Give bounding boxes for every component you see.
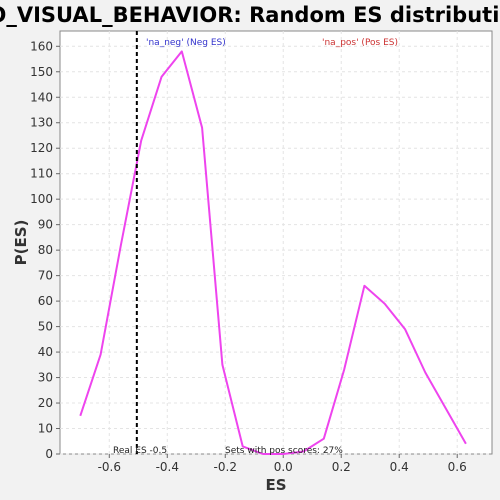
plot-area — [59, 30, 493, 455]
grid — [60, 31, 492, 455]
series-line — [79, 50, 467, 455]
axis-ticks: 0 10 20 30 40 50 60 70 80 90 100 110 120 130 140 150 160… — [30, 39, 467, 474]
chart-title: GO_VISUAL_BEHAVIOR: Random ES distributi… — [0, 3, 500, 27]
series-layer — [79, 50, 467, 455]
y-tick-label: 160 — [30, 39, 53, 53]
pos-es-annotation: 'na_pos' (Pos ES) — [322, 38, 398, 48]
sets-pos-scores-label: Sets with pos scores: 27% — [225, 446, 343, 456]
x-tick-label: -0.6 — [98, 460, 121, 474]
y-tick-label: 100 — [30, 192, 53, 206]
y-axis-label: P(ES) — [12, 220, 30, 266]
x-tick-label: 0.0 — [274, 460, 293, 474]
x-tick-label: 0.4 — [390, 460, 409, 474]
neg-es-annotation: 'na_neg' (Neg ES) — [146, 38, 226, 48]
y-tick-label: 40 — [38, 345, 53, 359]
y-tick-label: 140 — [30, 90, 53, 104]
x-tick-label: 0.6 — [448, 460, 467, 474]
y-tick-label: 130 — [30, 116, 53, 130]
real-es-label: Real ES -0.5 — [113, 446, 167, 456]
y-tick-label: 70 — [38, 269, 53, 283]
y-tick-label: 110 — [30, 167, 53, 181]
y-tick-label: 20 — [38, 396, 53, 410]
y-tick-label: 10 — [38, 422, 53, 436]
x-tick-label: 0.2 — [332, 460, 351, 474]
y-tick-label: 0 — [45, 447, 53, 461]
y-tick-label: 90 — [38, 218, 53, 232]
y-tick-label: 150 — [30, 65, 53, 79]
y-tick-label: 50 — [38, 320, 53, 334]
y-tick-label: 120 — [30, 141, 53, 155]
x-tick-label: -0.2 — [214, 460, 237, 474]
x-tick-label: -0.4 — [156, 460, 179, 474]
y-tick-label: 30 — [38, 371, 53, 385]
y-tick-label: 60 — [38, 294, 53, 308]
y-tick-label: 80 — [38, 243, 53, 257]
x-axis-label: ES — [265, 476, 286, 494]
